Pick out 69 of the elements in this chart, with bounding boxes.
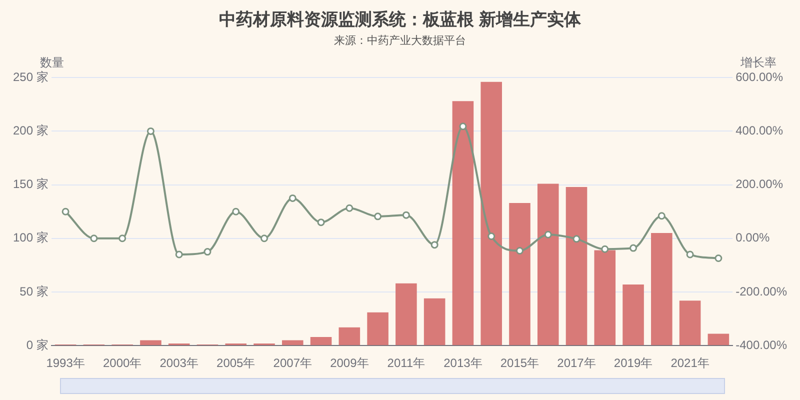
bar: [310, 337, 332, 346]
y-tick-label: 50 家: [20, 284, 48, 298]
y2-tick-label: -400.00%: [736, 338, 788, 352]
bar: [424, 298, 446, 346]
chart-title: 中药材原料资源监测系统：板蓝根 新增生产实体: [219, 10, 582, 29]
y2-tick-label: -200.00%: [736, 284, 788, 298]
point: [90, 234, 98, 242]
x-tick-label: 2013年: [444, 356, 482, 370]
x-tick-label: 2015年: [500, 356, 540, 370]
bar: [566, 186, 588, 346]
bar: [679, 300, 701, 346]
point: [146, 127, 154, 135]
bar: [282, 340, 304, 346]
point: [62, 208, 70, 216]
x-tick-label: 2007年: [273, 356, 312, 370]
y-tick-label: 250 家: [12, 70, 48, 84]
point: [430, 241, 438, 249]
x-tick-label: 1993年: [46, 356, 85, 370]
bar: [367, 312, 388, 346]
point: [175, 250, 183, 258]
x-tick-label: 2000年: [102, 356, 142, 370]
y2-tick-label: 200.00%: [736, 177, 784, 192]
point: [714, 254, 722, 262]
x-tick-label: 2005年: [216, 356, 256, 370]
y-axis-title: 数量: [40, 56, 64, 70]
bar: [396, 283, 417, 346]
bar: [622, 284, 644, 346]
point: [572, 235, 580, 243]
y2-tick-label: 0.00%: [736, 230, 770, 245]
bar: [594, 250, 616, 346]
bar: [537, 184, 559, 346]
y-tick-label: 150 家: [12, 177, 48, 192]
point: [488, 232, 496, 240]
point: [658, 212, 666, 220]
point: [686, 250, 694, 258]
point: [630, 244, 638, 252]
bar: [509, 203, 530, 346]
bar: [452, 101, 474, 346]
point: [118, 234, 126, 242]
bar: [338, 327, 360, 346]
x-tick-label: 2021年: [670, 356, 710, 370]
point: [346, 204, 354, 212]
point: [317, 218, 325, 226]
x-tick-label: 2009年: [330, 356, 369, 370]
bar: [651, 233, 672, 346]
point: [544, 230, 552, 238]
x-tick-label: 2017年: [557, 356, 596, 370]
y2-tick-label: 400.00%: [736, 124, 784, 138]
y-tick-label: 200 家: [12, 124, 48, 138]
x-tick-label: 2003年: [160, 356, 198, 370]
point: [232, 208, 240, 216]
bar: [480, 82, 502, 346]
point: [601, 245, 609, 253]
y2-tick-label: 600.00%: [736, 70, 784, 84]
point: [204, 248, 212, 256]
bar: [140, 340, 162, 346]
chart-subtitle: 来源：中药产业大数据平台: [334, 34, 466, 48]
y2-axis-title: 增长率: [740, 56, 777, 70]
y-tick-label: 100 家: [12, 230, 48, 245]
bar: [708, 334, 730, 346]
point: [516, 246, 524, 254]
point: [374, 212, 382, 220]
point: [260, 234, 268, 242]
y-tick-label: 0 家: [26, 338, 48, 352]
point: [288, 194, 296, 202]
point: [459, 122, 467, 130]
x-tick-label: 2019年: [614, 356, 653, 370]
x-tick-label: 2011年: [387, 356, 426, 370]
point: [402, 211, 410, 219]
